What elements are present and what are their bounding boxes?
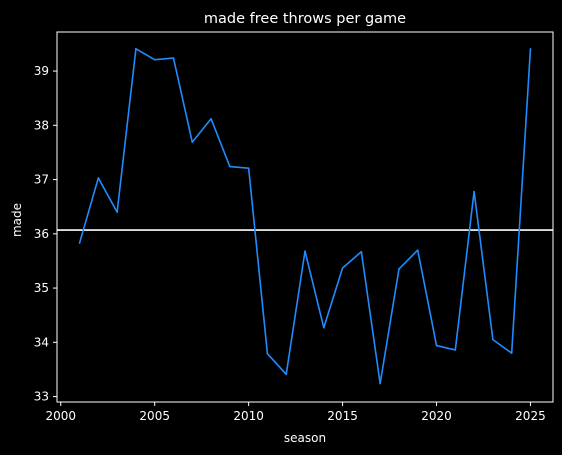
- y-tick-label: 36: [34, 227, 49, 241]
- y-tick-label: 39: [34, 64, 49, 78]
- x-tick-label: 2010: [233, 409, 264, 423]
- y-tick-label: 33: [34, 390, 49, 404]
- x-axis-label: season: [284, 431, 326, 445]
- data-point: [322, 326, 325, 329]
- plot-frame: [56, 31, 554, 403]
- y-tick-label: 35: [34, 281, 49, 295]
- data-point: [153, 58, 156, 61]
- data-point: [379, 382, 381, 385]
- data-point: [492, 338, 494, 341]
- y-tick-label: 37: [34, 173, 49, 187]
- data-point: [304, 250, 306, 252]
- data-point: [229, 165, 231, 168]
- data-point: [135, 48, 137, 50]
- data-point: [416, 249, 419, 251]
- x-tick-label: 2000: [45, 409, 76, 423]
- data-point: [266, 352, 269, 355]
- data-point: [285, 373, 288, 376]
- plot-area: 2000 2005 2010 2015 2020 2025 33 34 35 36 37 38 39: [34, 31, 554, 423]
- data-point: [473, 190, 475, 193]
- data-point: [435, 344, 438, 347]
- chart-title: made free throws per game: [204, 11, 406, 27]
- x-axis-ticks: 2000 2005 2010 2015 2020 2025: [45, 402, 546, 423]
- data-point: [360, 250, 363, 253]
- series-points: [78, 48, 532, 385]
- data-point: [398, 268, 400, 270]
- x-tick-label: 2025: [515, 409, 546, 423]
- data-point: [210, 118, 212, 120]
- data-point: [454, 349, 457, 351]
- data-point: [78, 242, 81, 244]
- data-point: [116, 211, 118, 213]
- y-tick-label: 38: [34, 118, 49, 132]
- x-tick-label: 2015: [327, 409, 358, 423]
- y-axis-ticks: 33 34 35 36 37 38 39: [34, 64, 57, 404]
- data-point: [529, 48, 532, 50]
- data-point: [341, 267, 344, 269]
- data-point: [191, 141, 194, 143]
- x-tick-label: 2020: [421, 409, 452, 423]
- x-tick-label: 2005: [139, 409, 170, 423]
- y-tick-label: 34: [34, 335, 49, 349]
- y-axis-label: made: [10, 203, 24, 237]
- data-point: [172, 57, 175, 59]
- data-point: [97, 177, 100, 179]
- data-point: [247, 167, 250, 169]
- data-point: [510, 352, 513, 354]
